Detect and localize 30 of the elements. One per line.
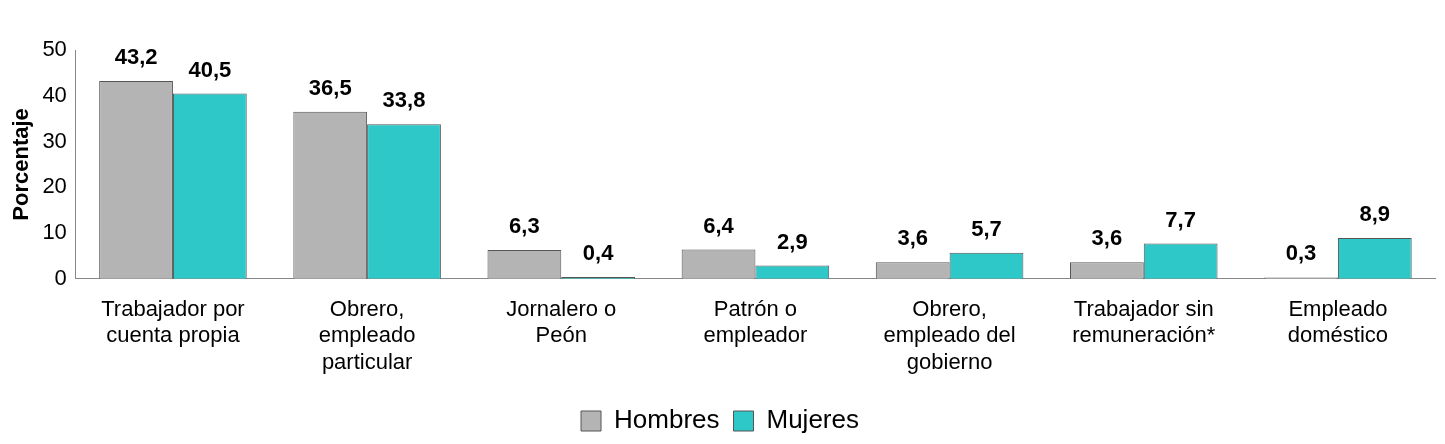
x-tick-label: Trabajador sin remuneración* — [1072, 296, 1216, 348]
data-label: 43,2 — [114, 44, 158, 70]
y-tick-label: 10 — [42, 219, 67, 245]
x-tick-label: Obrero, empleado del gobierno — [883, 296, 1016, 374]
x-tick-label: Trabajador por cuenta propia — [101, 296, 245, 348]
y-tick-label: 0 — [54, 264, 67, 290]
data-label: 6,3 — [509, 213, 540, 239]
data-label: 0,4 — [582, 240, 615, 266]
data-label: 6,4 — [703, 212, 735, 238]
data-label: 2,9 — [777, 228, 808, 254]
data-label: 33,8 — [382, 87, 426, 113]
x-tick-label: Empleado doméstico — [1287, 296, 1389, 348]
x-tick-label: Patrón o empleador — [703, 296, 808, 348]
y-tick-label: 20 — [42, 173, 67, 199]
legend-label: Mujeres — [766, 404, 859, 435]
y-tick-label: 40 — [42, 81, 67, 107]
y-axis-title: Porcentaje — [8, 108, 34, 221]
x-tick-label: Obrero, empleado particular — [318, 296, 416, 374]
data-label: 3,6 — [1091, 225, 1123, 251]
data-label: 8,9 — [1359, 201, 1391, 227]
data-label: 36,5 — [308, 74, 352, 100]
data-label: 40,5 — [188, 56, 232, 82]
x-tick-label: Jornalero o Peón — [506, 296, 617, 348]
y-tick-label: 50 — [42, 36, 67, 62]
data-label: 0,3 — [1285, 240, 1317, 266]
y-tick-label: 30 — [42, 127, 67, 153]
data-label: 3,6 — [897, 225, 928, 251]
legend-label: Hombres — [614, 404, 720, 435]
data-label: 7,7 — [1165, 206, 1196, 232]
data-label: 5,7 — [971, 215, 1002, 241]
